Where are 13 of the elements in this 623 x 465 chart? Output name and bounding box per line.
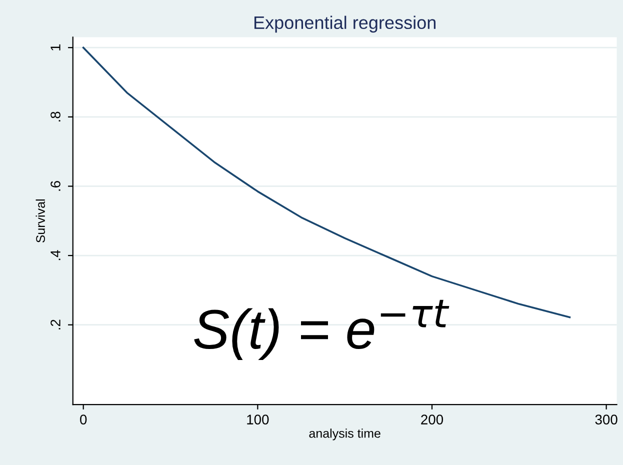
x-axis-title: analysis time <box>309 428 380 440</box>
y-tick-label: .4 <box>50 250 60 260</box>
y-tick-label: .8 <box>50 112 60 122</box>
y-tick-label: .6 <box>50 181 60 191</box>
x-tick-label: 300 <box>595 414 618 424</box>
y-axis-title: Survival <box>36 199 45 243</box>
chart-title: Exponential regression <box>254 16 436 33</box>
annotation: S(t) = e$^{−τt}$ <box>194 300 450 360</box>
y-tick-label: 1 <box>50 44 60 50</box>
x-tick-label: 0 <box>80 414 87 424</box>
x-tick-label: 200 <box>421 414 444 424</box>
y-tick-label: .2 <box>50 320 60 330</box>
x-tick-label: 100 <box>247 414 269 424</box>
